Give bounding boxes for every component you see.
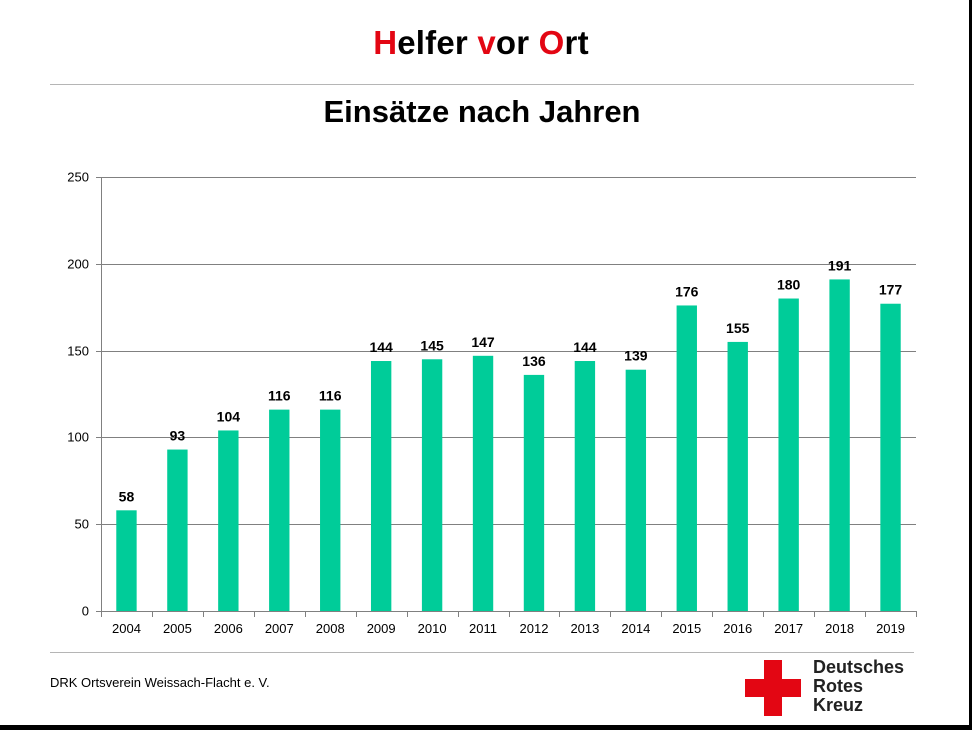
bar <box>574 361 596 611</box>
data-label: 116 <box>268 388 291 404</box>
x-tick-label: 2005 <box>163 621 192 636</box>
x-tick-label: 2018 <box>825 621 854 636</box>
bar <box>421 359 443 611</box>
data-label: 147 <box>471 334 495 350</box>
bar <box>727 341 748 611</box>
x-tick-label: 2004 <box>112 621 141 636</box>
bar <box>116 510 137 611</box>
bar <box>167 449 188 611</box>
data-label: 144 <box>573 339 597 355</box>
title-part: rt <box>564 24 589 61</box>
drk-logo: Deutsches Rotes Kreuz <box>745 658 945 720</box>
bar-chart: 0 50 100 150 200 250 58 2004 93 2005 104 2006 116 200… <box>67 170 917 636</box>
red-cross-icon <box>745 660 801 716</box>
top-divider <box>50 84 914 85</box>
x-tick-label: 2015 <box>672 621 701 636</box>
bar <box>370 361 392 611</box>
bar <box>523 374 545 611</box>
x-tick-label: 2011 <box>469 621 497 636</box>
data-label: 136 <box>522 353 546 369</box>
bar <box>218 430 239 611</box>
bar <box>778 298 799 611</box>
logo-line: Deutsches <box>813 657 905 677</box>
bar <box>625 369 647 611</box>
x-tick-label: 2007 <box>265 621 294 636</box>
logo-wordmark: Deutsches Rotes Kreuz <box>813 658 904 715</box>
logo-line: Rotes <box>813 676 864 696</box>
data-label: 139 <box>624 348 648 364</box>
y-tick-label: 200 <box>67 257 89 272</box>
bottom-divider <box>50 652 914 653</box>
data-label: 191 <box>828 257 852 273</box>
y-tick-label: 50 <box>75 517 89 532</box>
chart-title: Einsätze nach Jahren <box>323 94 641 129</box>
bar <box>676 305 697 611</box>
slide-border-bottom <box>0 725 972 730</box>
data-label: 144 <box>369 339 393 355</box>
x-tick-label: 2017 <box>774 621 803 636</box>
y-tick-label: 250 <box>67 170 89 185</box>
bar <box>829 279 850 611</box>
title-part: v <box>477 24 496 61</box>
x-tick-label: 2006 <box>214 621 243 636</box>
title-part: or <box>495 24 539 61</box>
x-tick-label: 2008 <box>316 621 345 636</box>
x-tick-label: 2010 <box>418 621 447 636</box>
data-label: 155 <box>726 320 750 336</box>
data-label: 116 <box>319 388 342 404</box>
x-tick-label: 2013 <box>570 621 599 636</box>
x-tick-label: 2012 <box>520 621 549 636</box>
title-part: O <box>538 24 565 61</box>
slide-title: Helfer vor Ort <box>0 24 962 62</box>
x-tick-label: 2016 <box>723 621 752 636</box>
data-label: 58 <box>119 488 135 504</box>
bar <box>320 409 341 611</box>
y-tick-label: 0 <box>82 604 89 619</box>
data-label: 145 <box>420 337 444 353</box>
footer-organization: DRK Ortsverein Weissach-Flacht e. V. <box>50 675 270 690</box>
bar <box>880 303 901 611</box>
data-label: 180 <box>777 277 801 293</box>
title-part: elfer <box>397 24 478 61</box>
x-tick-label: 2014 <box>621 621 650 636</box>
x-tick-label: 2009 <box>367 621 396 636</box>
data-label: 104 <box>217 408 241 424</box>
y-tick-label: 100 <box>67 430 89 445</box>
data-label: 177 <box>879 282 903 298</box>
bar <box>472 355 494 611</box>
title-part: H <box>373 24 398 61</box>
slide-border-right <box>969 0 972 730</box>
logo-line: Kreuz <box>813 695 864 715</box>
data-label: 93 <box>170 428 186 444</box>
y-tick-label: 150 <box>67 344 89 359</box>
bar <box>269 409 290 611</box>
data-label: 176 <box>675 283 699 299</box>
x-tick-label: 2019 <box>876 621 905 636</box>
